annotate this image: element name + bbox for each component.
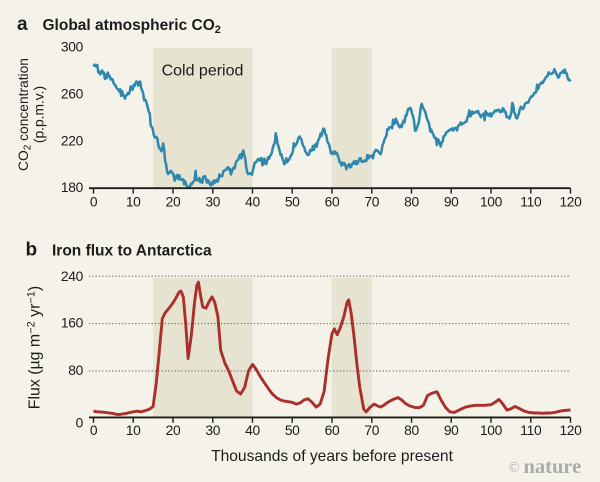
- svg-text:10: 10: [126, 423, 141, 438]
- svg-text:Iron flux to Antarctica: Iron flux to Antarctica: [52, 243, 212, 260]
- svg-text:50: 50: [285, 423, 300, 438]
- svg-text:0: 0: [90, 195, 98, 210]
- svg-text:300: 300: [61, 39, 84, 54]
- svg-text:90: 90: [444, 423, 459, 438]
- svg-text:80: 80: [404, 423, 419, 438]
- svg-text:a: a: [17, 14, 28, 35]
- svg-text:80: 80: [404, 195, 419, 210]
- svg-text:70: 70: [364, 423, 379, 438]
- svg-text:CO2 concentration: CO2 concentration: [16, 58, 34, 171]
- svg-text:110: 110: [520, 423, 542, 438]
- svg-text:©: ©: [509, 460, 520, 476]
- svg-text:nature: nature: [524, 456, 582, 478]
- svg-text:60: 60: [325, 423, 340, 438]
- svg-text:240: 240: [61, 269, 84, 284]
- svg-text:120: 120: [559, 423, 582, 438]
- svg-text:80: 80: [68, 363, 83, 378]
- svg-text:30: 30: [205, 195, 220, 210]
- svg-text:Global atmospheric CO2: Global atmospheric CO2: [43, 17, 221, 36]
- svg-text:90: 90: [444, 195, 459, 210]
- svg-text:0: 0: [76, 415, 84, 430]
- svg-text:Cold period: Cold period: [162, 63, 244, 80]
- svg-text:Thousands of years before pres: Thousands of years before present: [211, 448, 454, 465]
- svg-text:110: 110: [520, 195, 542, 210]
- svg-text:70: 70: [364, 195, 379, 210]
- svg-text:50: 50: [285, 195, 300, 210]
- svg-text:b: b: [26, 240, 38, 261]
- svg-text:120: 120: [559, 195, 582, 210]
- svg-text:60: 60: [325, 195, 340, 210]
- svg-text:220: 220: [61, 133, 84, 148]
- svg-text:260: 260: [61, 86, 84, 101]
- svg-text:(p.p.m.v.): (p.p.m.v.): [32, 86, 47, 143]
- svg-text:10: 10: [126, 195, 141, 210]
- svg-text:100: 100: [480, 423, 503, 438]
- svg-text:0: 0: [90, 423, 98, 438]
- svg-text:Flux (µg m−2 yr−1): Flux (µg m−2 yr−1): [26, 286, 44, 409]
- svg-text:40: 40: [245, 423, 260, 438]
- svg-text:20: 20: [166, 423, 181, 438]
- svg-text:20: 20: [166, 195, 181, 210]
- svg-text:180: 180: [61, 180, 84, 195]
- svg-text:100: 100: [480, 195, 503, 210]
- svg-text:160: 160: [61, 315, 84, 330]
- svg-text:30: 30: [205, 423, 220, 438]
- svg-text:40: 40: [245, 195, 260, 210]
